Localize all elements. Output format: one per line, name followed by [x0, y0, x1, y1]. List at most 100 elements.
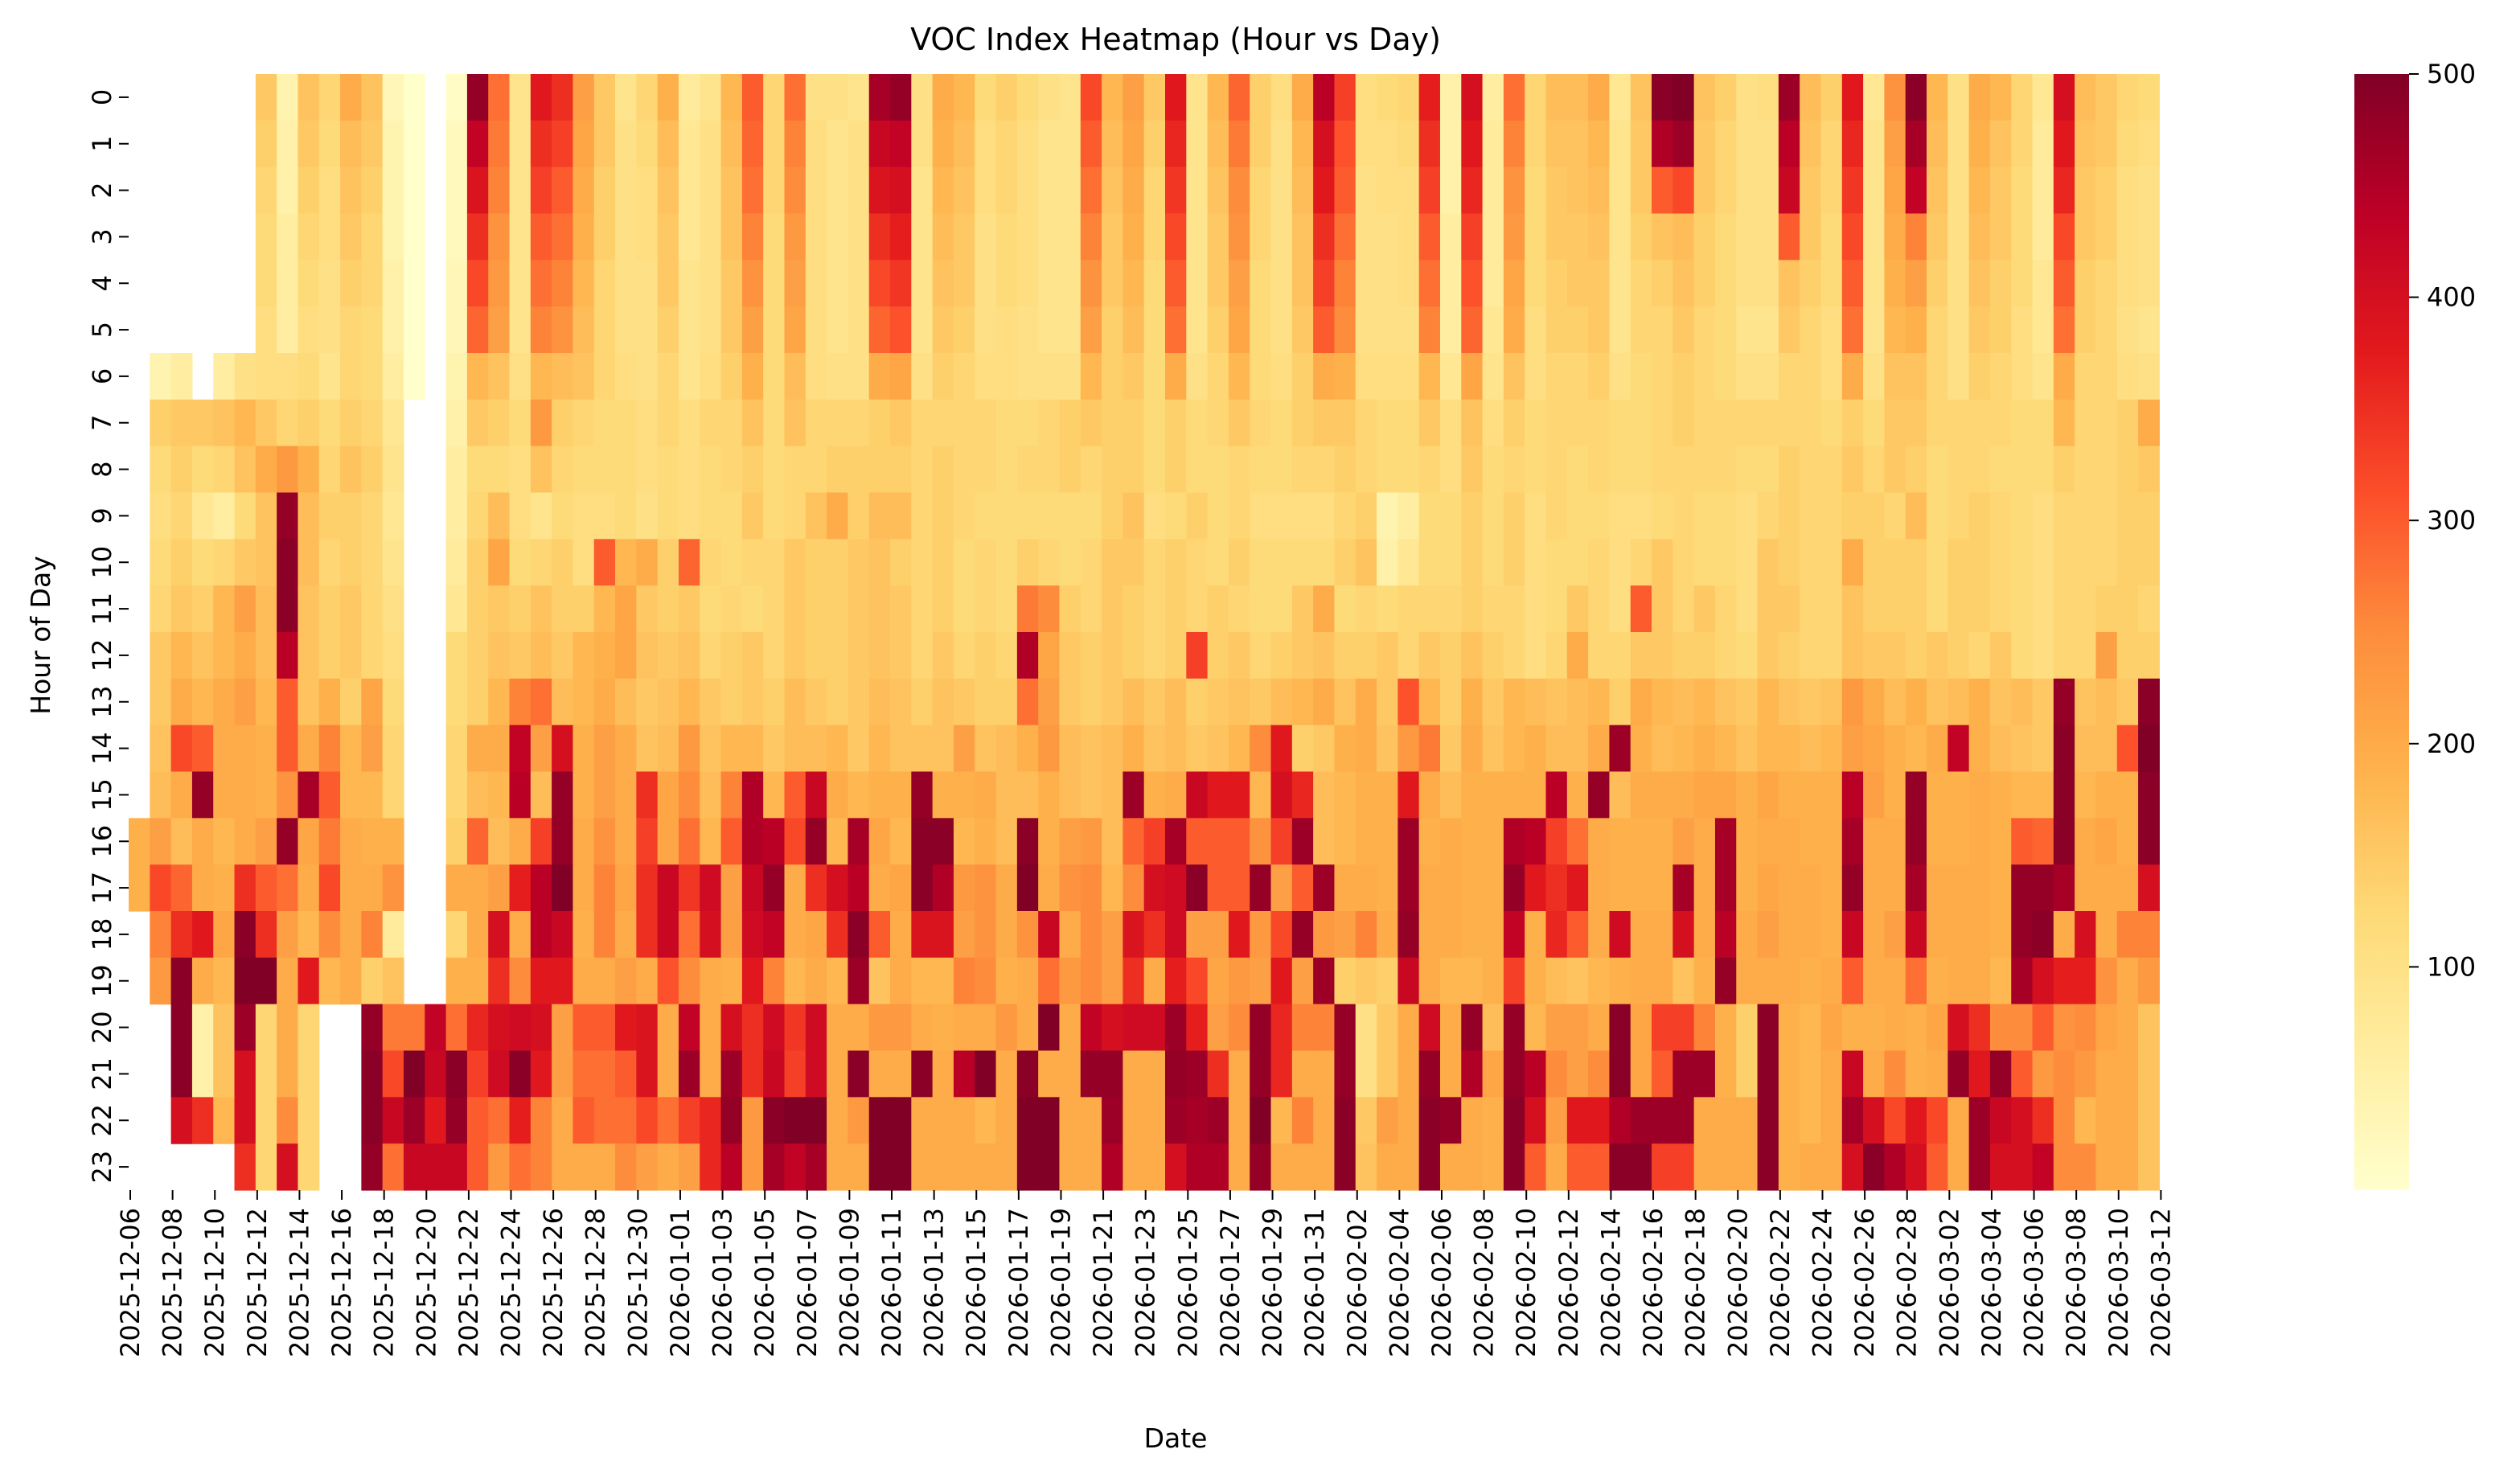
- heatmap-cell: [403, 306, 425, 354]
- heatmap-cell: [1800, 492, 1822, 540]
- heatmap-cell: [1652, 539, 1673, 586]
- heatmap-cell: [720, 213, 743, 261]
- heatmap-cell: [1123, 353, 1145, 400]
- heatmap-cell: [234, 585, 257, 633]
- heatmap-cell: [1439, 1004, 1462, 1052]
- heatmap-cell: [1841, 120, 1864, 168]
- heatmap-cell: [1757, 120, 1779, 168]
- heatmap-cell: [741, 957, 764, 1005]
- heatmap-cell: [1693, 771, 1716, 819]
- heatmap-cell: [890, 539, 912, 586]
- heatmap-cell: [1863, 213, 1886, 261]
- heatmap-cell: [1989, 1143, 2012, 1191]
- heatmap-cell: [890, 864, 912, 912]
- heatmap-cell: [234, 445, 257, 494]
- heatmap-cell: [953, 864, 975, 912]
- heatmap-cell: [1905, 260, 1927, 307]
- heatmap-cell: [1884, 725, 1906, 773]
- heatmap-cell: [2075, 306, 2097, 354]
- heatmap-cell: [1397, 1143, 1420, 1191]
- heatmap-cell: [911, 1143, 934, 1191]
- heatmap-cell: [700, 585, 722, 633]
- colorbar-tick-label: 500: [2427, 59, 2476, 89]
- heatmap-cell: [1503, 911, 1525, 959]
- heatmap-cell: [890, 632, 912, 679]
- heatmap-cell: [361, 399, 384, 447]
- heatmap-cell: [1291, 1097, 1314, 1144]
- heatmap-cell: [1757, 818, 1779, 865]
- heatmap-cell: [403, 1004, 425, 1052]
- heatmap-cell: [1863, 539, 1886, 586]
- heatmap-cell: [382, 725, 404, 773]
- heatmap-cell: [1270, 632, 1293, 679]
- heatmap-cell: [1377, 1097, 1398, 1144]
- heatmap-cell: [932, 725, 954, 773]
- heatmap-cell: [1186, 771, 1209, 819]
- heatmap-cell: [1016, 771, 1039, 819]
- heatmap-cell: [361, 539, 384, 586]
- heatmap-cell: [1228, 911, 1250, 959]
- heatmap-cell: [932, 585, 954, 633]
- heatmap-cell: [2075, 539, 2097, 586]
- heatmap-cell: [593, 818, 616, 865]
- heatmap-cell: [1588, 539, 1611, 586]
- x-tick-label: 2026-02-02: [1342, 1208, 1373, 1357]
- heatmap-cell: [1525, 306, 1547, 354]
- heatmap-cell: [741, 445, 764, 494]
- heatmap-cell: [911, 771, 934, 819]
- heatmap-cell: [150, 585, 172, 633]
- heatmap-cell: [1397, 771, 1420, 819]
- heatmap-cell: [1820, 353, 1843, 400]
- heatmap-cell: [932, 492, 954, 540]
- heatmap-cell: [1102, 353, 1123, 400]
- heatmap-cell: [805, 678, 827, 726]
- heatmap-cell: [1207, 678, 1229, 726]
- heatmap-cell: [932, 632, 954, 679]
- heatmap-cell: [636, 492, 659, 540]
- heatmap-cell: [1123, 678, 1145, 726]
- heatmap-cell: [1863, 74, 1886, 121]
- heatmap-cell: [1059, 632, 1081, 679]
- heatmap-cell: [1503, 957, 1525, 1005]
- heatmap-cell: [1545, 957, 1568, 1005]
- heatmap-cell: [911, 399, 934, 447]
- heatmap-cell: [1482, 166, 1504, 215]
- heatmap-cell: [1503, 1097, 1525, 1144]
- heatmap-cell: [382, 678, 404, 726]
- heatmap-cell: [805, 445, 827, 494]
- heatmap-cell: [890, 260, 912, 307]
- heatmap-cell: [509, 1004, 531, 1052]
- y-tick-label: 7: [87, 415, 117, 431]
- heatmap-cell: [1313, 353, 1336, 400]
- heatmap-cell: [1693, 166, 1716, 215]
- heatmap-cell: [1820, 771, 1843, 819]
- heatmap-cell: [191, 399, 214, 447]
- heatmap-cell: [1207, 957, 1229, 1005]
- heatmap-cell: [277, 120, 299, 168]
- heatmap-cell: [763, 1097, 786, 1144]
- heatmap-cell: [1820, 399, 1843, 447]
- heatmap-cell: [1863, 957, 1886, 1005]
- heatmap-cell: [1714, 632, 1737, 679]
- heatmap-cell: [573, 957, 595, 1005]
- heatmap-cell: [805, 74, 827, 121]
- heatmap-cell: [1461, 213, 1484, 261]
- heatmap-cell: [1630, 1143, 1652, 1191]
- heatmap-cell: [1165, 678, 1187, 726]
- heatmap-cell: [1143, 911, 1166, 959]
- heatmap-cell: [509, 74, 531, 121]
- heatmap-cell: [1905, 771, 1927, 819]
- heatmap-cell: [1800, 771, 1822, 819]
- heatmap-cell: [1439, 771, 1462, 819]
- heatmap-cell: [848, 213, 870, 261]
- heatmap-cell: [1863, 585, 1886, 633]
- heatmap-cell: [2053, 957, 2075, 1005]
- heatmap-cell: [1503, 260, 1525, 307]
- heatmap-cell: [995, 353, 1018, 400]
- heatmap-cell: [1736, 911, 1759, 959]
- heatmap-cell: [1800, 678, 1822, 726]
- heatmap-cell: [1334, 725, 1356, 773]
- heatmap-cell: [150, 539, 172, 586]
- heatmap-cell: [1270, 1050, 1293, 1098]
- heatmap-cell: [700, 74, 722, 121]
